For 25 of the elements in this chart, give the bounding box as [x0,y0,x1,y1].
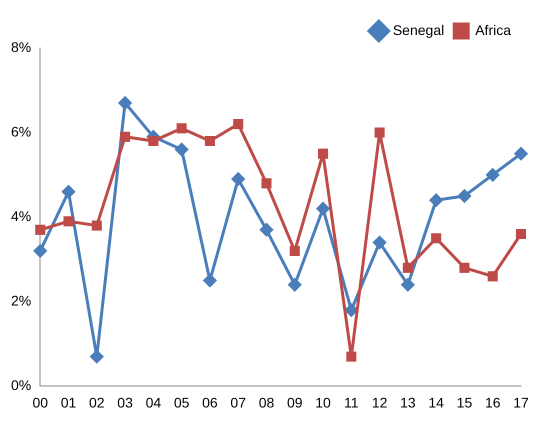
y-tick-label: 4% [11,208,32,224]
y-tick-label: 6% [11,123,32,140]
x-tick-label: 09 [286,394,303,410]
y-tick-label: 0% [11,377,32,394]
legend-label: Senegal [392,22,444,38]
x-tick-label: 00 [32,394,48,410]
x-tick-label: 10 [315,394,332,410]
y-tick-label: 2% [11,292,32,309]
x-tick-label: 01 [60,394,77,410]
x-tick-label: 17 [513,394,529,410]
x-tick-label: 14 [428,394,444,410]
x-tick-label: 06 [202,394,218,410]
x-tick-label: 08 [258,394,274,410]
x-tick-label: 05 [174,394,190,410]
x-tick-label: 03 [117,394,134,410]
x-tick-label: 11 [344,394,359,410]
legend-label: Africa [475,22,512,38]
y-tick-label: 8% [11,38,32,55]
x-tick-label: 15 [456,394,472,410]
x-tick-label: 02 [89,394,105,410]
x-tick-label: 13 [400,394,416,410]
x-tick-label: 12 [372,394,388,410]
x-tick-label: 16 [484,394,501,410]
x-tick-label: 07 [230,394,246,410]
x-tick-label: 04 [146,394,162,410]
